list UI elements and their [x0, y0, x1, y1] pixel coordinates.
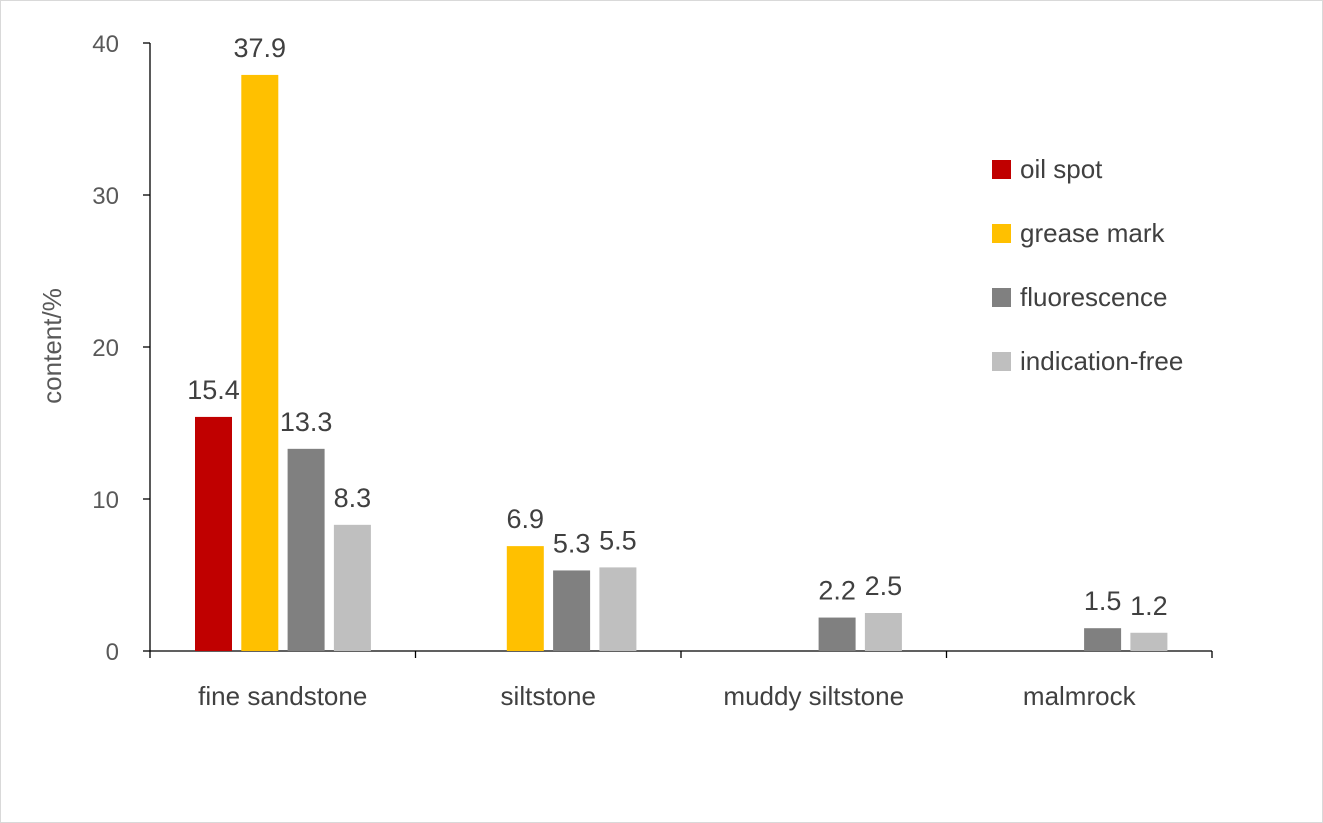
- bar-grease-mark: [241, 74, 279, 652]
- bar-indication-free: [333, 524, 371, 651]
- legend-swatch: [992, 224, 1011, 243]
- data-label: 6.9: [507, 504, 545, 534]
- legend-label: fluorescence: [1020, 282, 1167, 312]
- data-label: 8.3: [334, 483, 372, 513]
- data-label: 37.9: [234, 33, 287, 63]
- x-category-label: fine sandstone: [198, 681, 367, 711]
- legend-label: oil spot: [1020, 154, 1103, 184]
- bar-grease-mark: [506, 546, 544, 651]
- legend-label: indication-free: [1020, 346, 1183, 376]
- bar-oil-spot: [195, 416, 232, 651]
- bar-indication-free: [864, 613, 902, 651]
- x-category-label: siltstone: [501, 681, 596, 711]
- x-category-label: muddy siltstone: [723, 681, 904, 711]
- plot-area: 0 10 20 30 40 15.4 37.9 13.3 8.3 fine sandstone 6.…: [92, 31, 1213, 711]
- legend-swatch: [992, 288, 1011, 307]
- y-tick-label: 20: [92, 335, 119, 362]
- data-label: 13.3: [280, 407, 333, 437]
- data-label: 15.4: [187, 375, 240, 405]
- legend-swatch: [992, 160, 1011, 179]
- bar-indication-free: [599, 567, 637, 651]
- bar-fluorescence: [818, 617, 856, 651]
- data-label: 2.5: [865, 571, 903, 601]
- data-label: 1.5: [1084, 586, 1122, 616]
- legend-label: grease mark: [1020, 218, 1165, 248]
- data-label: 5.3: [553, 528, 591, 558]
- data-label: 5.5: [599, 525, 637, 555]
- data-label: 2.2: [818, 576, 856, 606]
- bar-fluorescence: [1084, 628, 1122, 651]
- y-tick-label: 40: [92, 31, 119, 58]
- x-category-label: malmrock: [1023, 681, 1137, 711]
- bar-fluorescence: [287, 448, 325, 651]
- bar-fluorescence: [553, 570, 591, 651]
- y-tick-label: 30: [92, 183, 119, 210]
- data-label: 1.2: [1130, 591, 1168, 621]
- legend: oil spot grease mark fluorescence indicatio…: [992, 154, 1183, 376]
- y-tick-label: 10: [92, 487, 119, 514]
- y-axis-label: content/%: [37, 288, 67, 404]
- legend-swatch: [992, 352, 1011, 371]
- y-tick-label: 0: [106, 639, 119, 666]
- bar-indication-free: [1130, 632, 1168, 651]
